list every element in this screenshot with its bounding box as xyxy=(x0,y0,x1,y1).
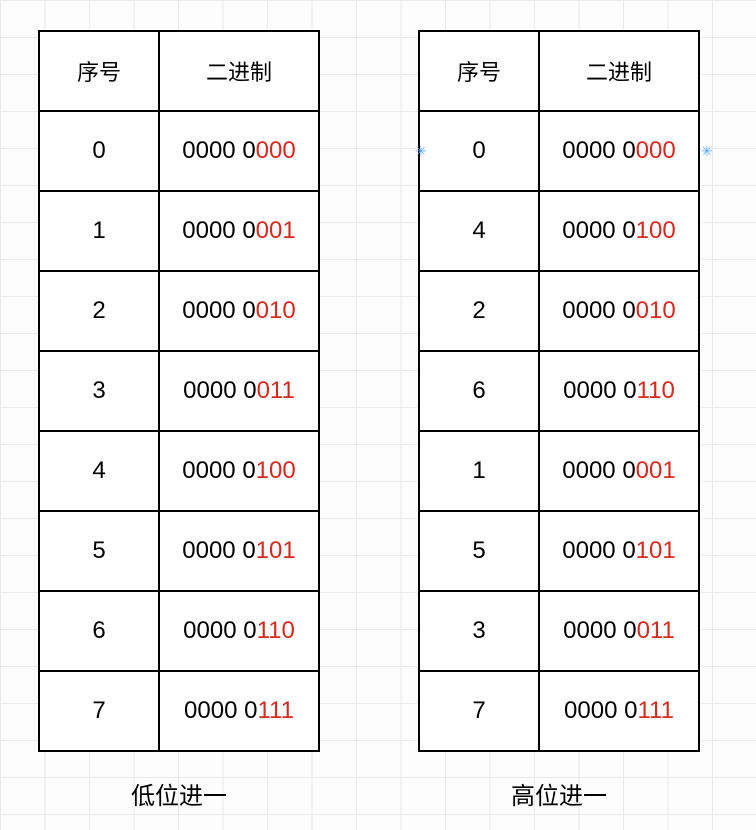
cell-bin: 0000 0011 xyxy=(159,351,319,431)
bin-suffix: 011 xyxy=(637,617,675,644)
bin-suffix: 111 xyxy=(637,697,673,724)
table-header-row: 序号 二进制 xyxy=(419,31,699,111)
bin-prefix: 0000 0 xyxy=(562,297,635,324)
bin-prefix: 0000 0 xyxy=(182,537,255,564)
table-row: 30000 0011 xyxy=(419,591,699,671)
bin-suffix: 101 xyxy=(636,537,676,564)
cell-bin: 0000 0001 xyxy=(539,431,699,511)
bin-suffix: 111 xyxy=(257,697,293,724)
table-row: 10000 0001 xyxy=(419,431,699,511)
bin-prefix: 0000 0 xyxy=(562,217,635,244)
cell-idx: 1 xyxy=(39,191,159,271)
bin-suffix: 000 xyxy=(636,137,676,164)
cell-bin: 0000 0100 xyxy=(539,191,699,271)
cell-idx: 3 xyxy=(419,591,539,671)
table-row: 60000 0110 xyxy=(419,351,699,431)
selection-handle-right[interactable]: ✳ xyxy=(701,143,713,160)
bin-suffix: 100 xyxy=(636,217,676,244)
table-row: 60000 0110 xyxy=(39,591,319,671)
header-bin: 二进制 xyxy=(159,31,319,111)
bin-suffix: 010 xyxy=(256,297,296,324)
cell-idx: 2 xyxy=(39,271,159,351)
header-idx: 序号 xyxy=(419,31,539,111)
cell-bin: 0000 0010 xyxy=(539,271,699,351)
right-caption: 高位进一 xyxy=(511,776,607,811)
cell-bin: 0000 0100 xyxy=(159,431,319,511)
cell-bin: 0000 0110 xyxy=(539,351,699,431)
bin-suffix: 010 xyxy=(636,297,676,324)
bin-prefix: 0000 0 xyxy=(564,697,637,724)
cell-idx: 6 xyxy=(419,351,539,431)
cell-idx: 6 xyxy=(39,591,159,671)
bin-suffix: 100 xyxy=(256,457,296,484)
cell-idx: 7 xyxy=(39,671,159,751)
table-row: 30000 0011 xyxy=(39,351,319,431)
cell-idx: 0 xyxy=(39,111,159,191)
table-header-row: 序号 二进制 xyxy=(39,31,319,111)
cell-idx: 3 xyxy=(39,351,159,431)
table-row: 70000 0111 xyxy=(419,671,699,751)
cell-idx: 4 xyxy=(419,191,539,271)
table-row: 20000 0010 xyxy=(419,271,699,351)
bin-suffix: 001 xyxy=(256,217,296,244)
cell-bin: 0000 0111 xyxy=(159,671,319,751)
cell-bin: 0000 0010 xyxy=(159,271,319,351)
bin-prefix: 0000 0 xyxy=(562,457,635,484)
header-idx: 序号 xyxy=(39,31,159,111)
bin-suffix: 001 xyxy=(636,457,676,484)
right-column: 序号 二进制 00000 000040000 010020000 0010600… xyxy=(418,30,700,811)
bin-suffix: 110 xyxy=(637,377,675,404)
right-table: 序号 二进制 00000 000040000 010020000 0010600… xyxy=(418,30,700,752)
bin-prefix: 0000 0 xyxy=(182,137,255,164)
cell-idx: 2 xyxy=(419,271,539,351)
bin-prefix: 0000 0 xyxy=(183,377,256,404)
table-row: 10000 0001 xyxy=(39,191,319,271)
table-row: 40000 0100 xyxy=(419,191,699,271)
left-column: 序号 二进制 00000 000010000 000120000 0010300… xyxy=(38,30,320,811)
table-row: 70000 0111 xyxy=(39,671,319,751)
cell-bin: 0000 0000 xyxy=(159,111,319,191)
bin-suffix: 011 xyxy=(257,377,295,404)
cell-bin: 0000 0101 xyxy=(539,511,699,591)
cell-idx: 5 xyxy=(39,511,159,591)
cell-bin: 0000 0101 xyxy=(159,511,319,591)
bin-prefix: 0000 0 xyxy=(182,297,255,324)
bin-suffix: 101 xyxy=(256,537,296,564)
table-row: 50000 0101 xyxy=(419,511,699,591)
bin-prefix: 0000 0 xyxy=(183,617,256,644)
bin-prefix: 0000 0 xyxy=(182,217,255,244)
bin-prefix: 0000 0 xyxy=(563,617,636,644)
cell-idx: 0 xyxy=(419,111,539,191)
table-row: 00000 0000 xyxy=(39,111,319,191)
cell-bin: 0000 0000 xyxy=(539,111,699,191)
table-row: 20000 0010 xyxy=(39,271,319,351)
left-caption: 低位进一 xyxy=(131,776,227,811)
cell-bin: 0000 0011 xyxy=(539,591,699,671)
bin-suffix: 110 xyxy=(257,617,295,644)
cell-bin: 0000 0111 xyxy=(539,671,699,751)
left-table: 序号 二进制 00000 000010000 000120000 0010300… xyxy=(38,30,320,752)
cell-idx: 5 xyxy=(419,511,539,591)
bin-prefix: 0000 0 xyxy=(562,137,635,164)
cell-idx: 7 xyxy=(419,671,539,751)
left-table-body: 00000 000010000 000120000 001030000 0011… xyxy=(39,111,319,751)
right-table-body: 00000 000040000 010020000 001060000 0110… xyxy=(419,111,699,751)
table-row: 50000 0101 xyxy=(39,511,319,591)
cell-bin: 0000 0001 xyxy=(159,191,319,271)
cell-bin: 0000 0110 xyxy=(159,591,319,671)
bin-prefix: 0000 0 xyxy=(184,697,257,724)
header-bin: 二进制 xyxy=(539,31,699,111)
bin-suffix: 000 xyxy=(256,137,296,164)
cell-idx: 4 xyxy=(39,431,159,511)
bin-prefix: 0000 0 xyxy=(182,457,255,484)
table-row: 00000 0000 xyxy=(419,111,699,191)
table-row: 40000 0100 xyxy=(39,431,319,511)
selection-handle-left[interactable]: ✳ xyxy=(415,143,427,160)
bin-prefix: 0000 0 xyxy=(563,377,636,404)
cell-idx: 1 xyxy=(419,431,539,511)
bin-prefix: 0000 0 xyxy=(562,537,635,564)
content-area: 序号 二进制 00000 000010000 000120000 0010300… xyxy=(0,0,756,811)
